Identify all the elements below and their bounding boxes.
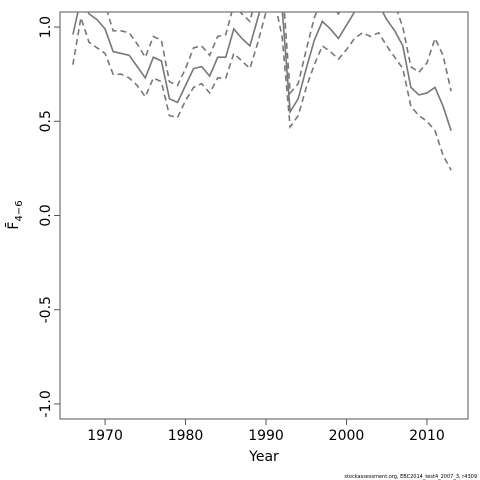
plot-area xyxy=(72,12,452,171)
y-tick-label: -0.5 xyxy=(38,296,54,323)
bound-line xyxy=(72,12,452,171)
estimate-line xyxy=(72,12,452,131)
x-tick-label: 1970 xyxy=(87,428,123,444)
x-tick-label: 2000 xyxy=(329,428,365,444)
y-tick-label: -1.0 xyxy=(38,390,54,417)
plot-frame xyxy=(59,11,469,420)
y-tick-label: 0.0 xyxy=(38,204,54,226)
y-label-f: F̄ xyxy=(4,222,22,230)
y-axis-label-main: F̄4−6 xyxy=(4,200,25,229)
y-tick-label: 1.0 xyxy=(38,16,54,38)
x-tick-label: 2010 xyxy=(409,428,445,444)
x-tick-label: 1990 xyxy=(248,428,284,444)
y-label-sub: 4−6 xyxy=(14,200,25,221)
y-tick-label: 0.5 xyxy=(38,110,54,132)
bound-line xyxy=(106,12,452,96)
x-tick-label: 1980 xyxy=(168,428,204,444)
x-axis-label: Year xyxy=(248,449,279,465)
y-axis-label: F̄4−6 xyxy=(4,200,25,229)
footer: stockassessment.org, EBC2014_test4_2007_… xyxy=(344,474,477,480)
